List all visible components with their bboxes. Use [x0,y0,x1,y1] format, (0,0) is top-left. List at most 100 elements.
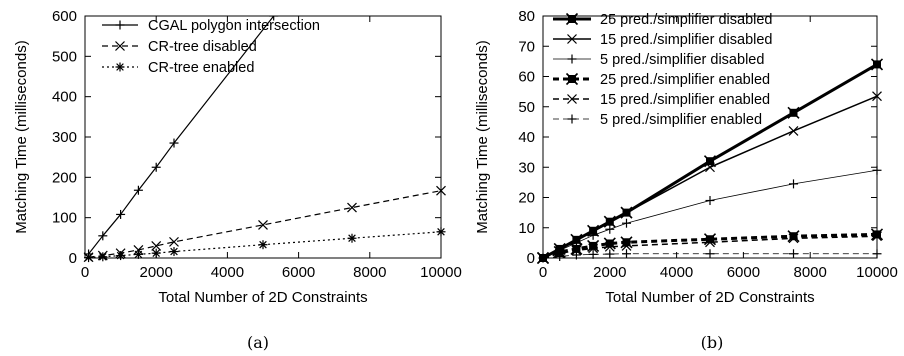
x-tick-label: 4000 [660,264,693,281]
data-point [151,240,162,251]
data-point [258,240,268,250]
data-point [705,196,715,206]
plot-frame [84,15,442,259]
data-point [870,58,883,71]
x-axis-label: Total Number of 2D Constraints [158,289,367,306]
data-point [872,231,882,242]
data-point [151,162,161,172]
data-point [705,249,715,259]
data-point [604,241,615,252]
data-point [116,251,126,261]
legend-item: CGAL polygon intersection [102,18,320,34]
data-point [269,16,279,21]
legend: 25 pred./simplifier disabled 15 pred./sim… [553,12,772,128]
data-point [98,231,108,241]
legend-item: 25 pred./simplifier enabled [553,72,770,88]
legend-label: 15 pred./simplifier enabled [600,92,770,108]
legend-item: 15 pred./simplifier enabled [553,92,770,108]
x-tick-label: 8000 [794,264,827,281]
data-point [621,240,632,251]
x-tick-label: 4000 [211,264,244,281]
legend-marker [115,20,125,30]
data-point [787,230,800,243]
data-point [98,252,108,262]
x-tick-label: 2000 [593,264,626,281]
y-tick-label: 100 [52,210,77,227]
data-point [604,216,615,227]
data-point [571,245,582,256]
y-tick-label: 0 [527,250,535,267]
legend-marker [565,12,579,26]
figure-caption: (b) [701,333,724,352]
legend-item: 25 pred./simplifier disabled [553,12,772,28]
data-point [605,224,615,234]
data-point [555,251,565,261]
series-line [542,232,878,260]
legend-item: 5 pred./simplifier disabled [553,52,764,68]
legend-label: CR-tree disabled [148,39,257,55]
data-point [872,91,882,102]
x-tick-label: 0 [81,264,89,281]
data-point [553,245,566,259]
data-point [622,218,631,228]
x-axis-label: Total Number of 2D Constraints [605,289,814,306]
data-point [872,249,882,259]
legend-label: 5 pred./simplifier enabled [600,112,762,128]
x-tick-label: 2000 [140,264,173,281]
y-tick-label: 0 [69,250,77,267]
chart-a: 0 2000 4000 6000 8000 10000 0 100 200 300 400 500 60… [13,8,462,352]
y-tick-label: 70 [518,38,535,55]
y-tick-label: 20 [518,190,535,207]
y-tick-label: 60 [518,69,535,86]
data-point [169,236,179,247]
legend-item: 15 pred./simplifier disabled [553,32,772,48]
x-tick-label: 0 [539,264,547,281]
data-point [84,253,94,263]
y-tick-label: 300 [52,129,77,146]
legend-marker [115,62,125,72]
y-tick-label: 500 [52,48,77,65]
data-point [788,126,799,136]
data-point [587,239,600,252]
data-point [169,138,179,148]
data-point [116,209,126,219]
data-point [151,248,161,258]
legend-marker [567,54,577,64]
data-point [588,249,598,259]
data-point [870,228,883,241]
series-3 [84,227,446,263]
data-point [787,106,800,119]
series-6 [538,249,882,263]
legend-label: 25 pred./simplifier enabled [600,72,770,88]
legend: CGAL polygon intersection CR-tree disable… [102,18,320,76]
data-point [347,202,357,213]
legend-item: 5 pred./simplifier enabled [553,112,762,128]
chart-b: 0 2000 4000 6000 8000 10000 0 10 20 30 40 50 60 70 80 T… [474,8,898,352]
legend-label: CR-tree enabled [148,60,254,76]
data-point [571,250,581,260]
data-point [588,225,599,236]
series-line [542,253,877,259]
y-axis-label: Matching Time (milliseconds) [13,40,30,233]
data-point [621,207,632,218]
y-tick-label: 50 [518,99,535,116]
series-line [542,235,878,259]
x-tick-label: 10000 [856,264,898,281]
data-point [588,243,599,254]
y-axis-label: Matching Time (milliseconds) [474,40,491,233]
legend-item: CR-tree disabled [102,39,257,55]
series-line [88,231,442,259]
x-tick-label: 6000 [282,264,315,281]
data-point [789,179,798,189]
data-point [347,233,357,243]
legend-label: 5 pred./simplifier disabled [600,52,764,68]
data-point [705,237,715,248]
data-point [258,220,268,230]
legend-marker [567,94,577,104]
y-tick-label: 600 [52,8,77,25]
y-tick-label: 40 [518,129,535,146]
y-tick-label: 10 [518,220,535,237]
data-point [588,230,598,240]
x-tick-label: 10000 [420,264,462,281]
